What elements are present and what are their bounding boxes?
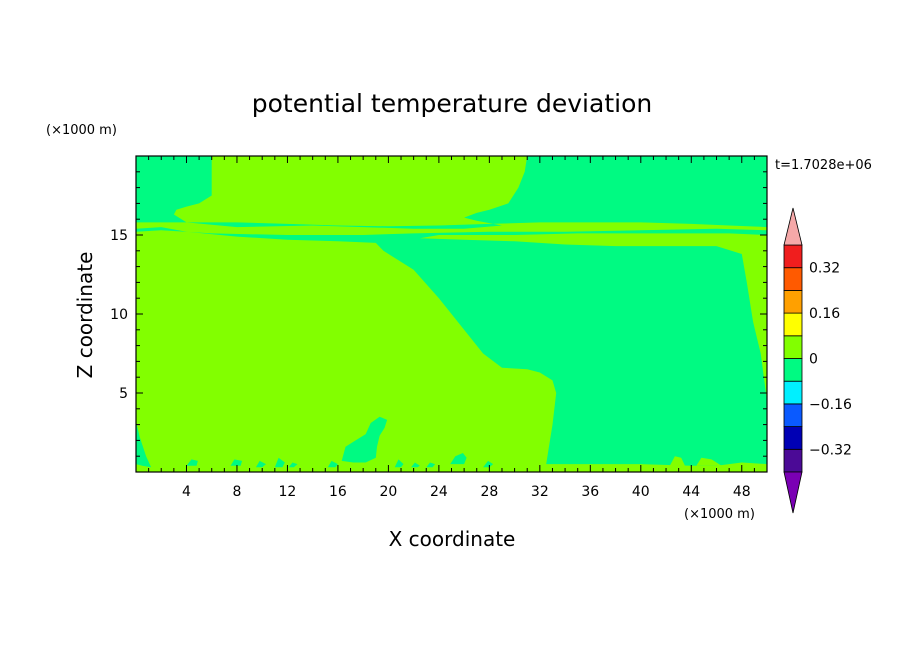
- colorbar-label: 0.32: [809, 261, 840, 277]
- colorbar-swatch: [783, 289, 803, 314]
- contour-region-6: [186, 459, 198, 466]
- contour-region-4: [341, 416, 388, 463]
- contour-region-10: [288, 462, 298, 468]
- colorbar-swatch: [783, 358, 803, 382]
- x-tick-label: 12: [279, 484, 297, 500]
- contour-region-8: [255, 460, 266, 468]
- time-label: t=1.7028e+06: [775, 158, 872, 173]
- y-axis-ticks: 5 10 15: [110, 171, 767, 457]
- x-tick-label: 20: [379, 484, 397, 500]
- x-tick-label: 16: [329, 484, 347, 500]
- y-tick-label: 5: [119, 386, 128, 402]
- contour-region-9: [274, 457, 285, 468]
- x-axis-label: X coordinate: [389, 527, 516, 551]
- contour-region-5: [450, 453, 467, 465]
- colorbar-swatch: [783, 380, 803, 405]
- x-axis-unit: (×1000 m): [684, 507, 755, 522]
- contour-region-7: [230, 459, 242, 466]
- contour-region-15: [483, 460, 494, 468]
- contour-region-12: [394, 459, 404, 468]
- contour-region-17: [696, 457, 722, 466]
- x-tick-label: 4: [182, 484, 191, 500]
- x-tick-label: 8: [232, 484, 241, 500]
- x-tick-label: 48: [733, 484, 751, 500]
- contour-region-11: [327, 460, 338, 468]
- colorbar-label: −0.16: [809, 397, 852, 413]
- x-tick-label: 28: [480, 484, 498, 500]
- colorbar-swatch: [783, 267, 803, 291]
- x-tick-label: 36: [581, 484, 599, 500]
- colorbar-over-arrow: [783, 207, 803, 246]
- contour-region-1: [136, 156, 767, 229]
- colorbar-swatch: [783, 244, 803, 269]
- x-axis-ticks: 4 8 12 16 20 24 28 32 36 40 44 48: [148, 156, 755, 500]
- y-axis-label: Z coordinate: [73, 252, 97, 379]
- contour-region-2: [136, 227, 767, 466]
- colorbar-swatch: [783, 335, 803, 359]
- x-tick-label: 44: [682, 484, 700, 500]
- contour-fill-layer: [136, 156, 767, 472]
- colorbar-label: 0.16: [809, 306, 840, 322]
- contour-region-14: [426, 462, 436, 468]
- colorbar-label: 0: [809, 352, 818, 368]
- x-tick-label: 32: [531, 484, 549, 500]
- colorbar-swatch: [783, 448, 803, 473]
- colorbar-label: −0.32: [809, 442, 852, 458]
- contour-region-19: [615, 464, 624, 468]
- contour-region-18: [571, 464, 579, 468]
- colorbar-under-arrow: [783, 471, 803, 514]
- colorbar-swatch: [783, 426, 803, 450]
- y-tick-label: 10: [110, 307, 128, 323]
- y-axis-unit: (×1000 m): [46, 123, 117, 138]
- x-tick-label: 40: [632, 484, 650, 500]
- contour-region-13: [411, 462, 420, 468]
- chart-title: potential temperature deviation: [252, 89, 652, 118]
- colorbar: 0.32 0.16 0 −0.16 −0.32: [783, 207, 852, 514]
- x-tick-label: 24: [430, 484, 448, 500]
- colorbar-swatch: [783, 403, 803, 427]
- y-tick-label: 15: [110, 228, 128, 244]
- contour-region-16: [669, 456, 685, 466]
- colorbar-swatch: [783, 312, 803, 337]
